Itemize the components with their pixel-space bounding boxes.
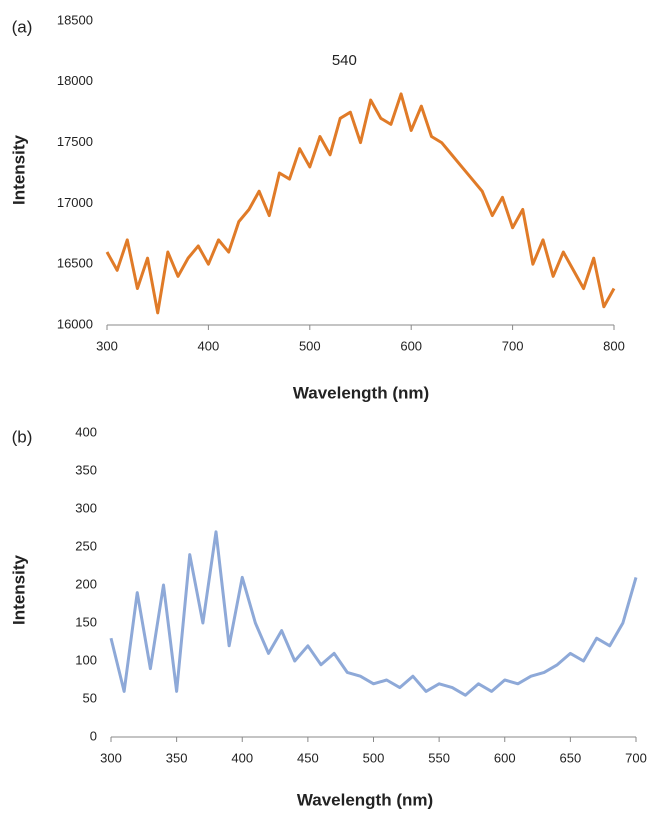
x-tick-label: 650 (560, 750, 582, 765)
y-tick-label: 16000 (57, 316, 93, 331)
panel-label: (a) (12, 17, 33, 36)
y-tick-label: 16500 (57, 256, 93, 271)
x-tick-label: 600 (400, 338, 422, 353)
y-tick-label: 300 (75, 500, 97, 515)
x-tick-label: 350 (166, 750, 188, 765)
y-tick-label: 17500 (57, 134, 93, 149)
y-tick-label: 17000 (57, 195, 93, 210)
x-tick-label: 500 (363, 750, 385, 765)
data-line (109, 530, 638, 697)
y-tick-label: 200 (75, 576, 97, 591)
x-tick-label: 700 (625, 750, 647, 765)
x-tick-label: 700 (502, 338, 524, 353)
y-tick-label: 18500 (57, 12, 93, 27)
x-tick-label: 300 (96, 338, 118, 353)
x-tick-label: 450 (297, 750, 319, 765)
x-axis-title: Wavelength (nm) (293, 383, 429, 402)
x-tick-label: 600 (494, 750, 516, 765)
y-tick-label: 18000 (57, 73, 93, 88)
y-tick-label: 250 (75, 538, 97, 553)
annotation: 540 (332, 52, 357, 69)
x-tick-label: 400 (231, 750, 253, 765)
x-tick-label: 550 (428, 750, 450, 765)
x-tick-label: 800 (603, 338, 625, 353)
x-axis-title: Wavelength (nm) (297, 790, 433, 809)
y-tick-label: 0 (90, 728, 97, 743)
y-tick-label: 150 (75, 614, 97, 629)
panel-label: (b) (12, 427, 33, 446)
y-tick-label: 350 (75, 462, 97, 477)
y-tick-label: 400 (75, 424, 97, 439)
x-tick-label: 400 (198, 338, 220, 353)
data-line (105, 92, 616, 315)
x-tick-label: 500 (299, 338, 321, 353)
y-axis-title: Intensity (9, 555, 28, 625)
y-tick-label: 100 (75, 652, 97, 667)
y-tick-label: 50 (83, 690, 97, 705)
y-axis-title: Intensity (9, 135, 28, 205)
x-tick-label: 300 (100, 750, 122, 765)
